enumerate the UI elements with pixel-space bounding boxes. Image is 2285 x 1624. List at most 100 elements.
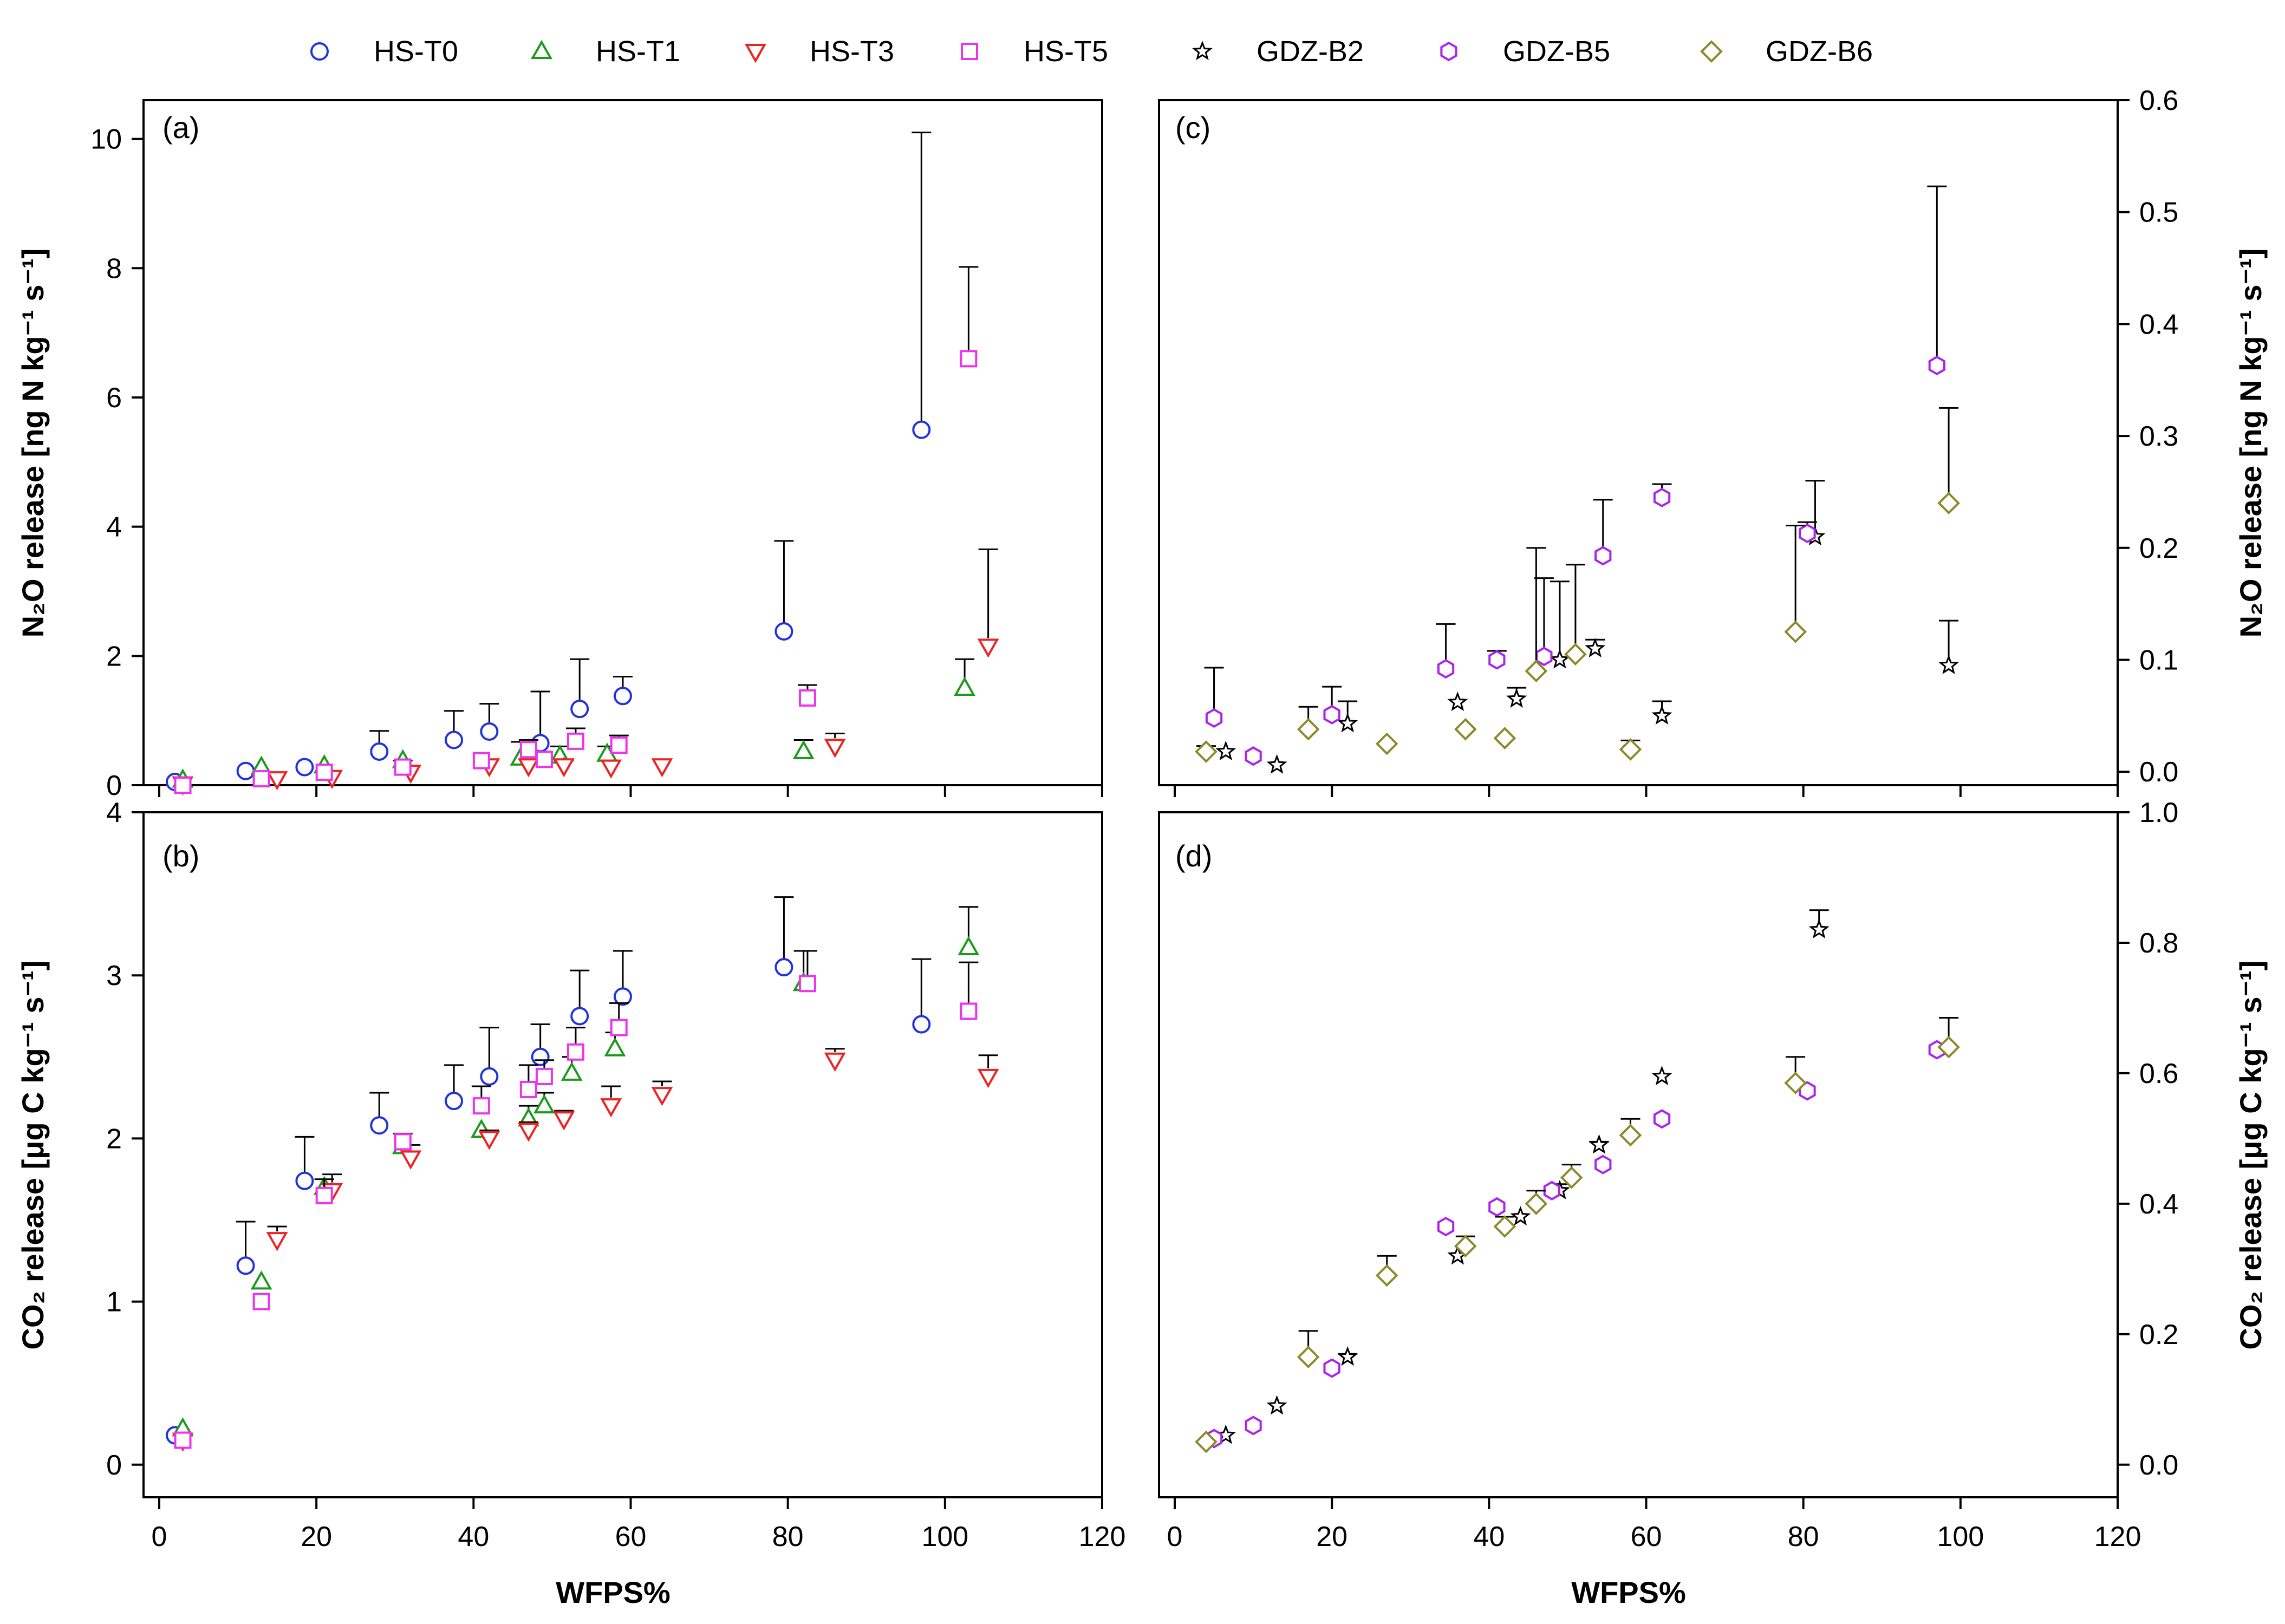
data-point-hs-t3 xyxy=(553,1111,575,1131)
data-point-hs-t5 xyxy=(315,1186,333,1204)
data-point-gdz-b2 xyxy=(1337,713,1358,733)
data-point-gdz-b2 xyxy=(1589,1134,1610,1154)
data-point-hs-t1 xyxy=(533,1094,555,1114)
data-point-hs-t3 xyxy=(478,1131,500,1150)
plot-frame-c xyxy=(1158,99,2119,786)
x-tick-label: 120 xyxy=(2094,1521,2141,1553)
data-point-hs-t3 xyxy=(400,1150,422,1170)
marks-b xyxy=(166,896,999,1452)
data-point-hs-t5 xyxy=(610,736,628,754)
data-point-gdz-b2 xyxy=(1506,688,1527,708)
data-point-gdz-b5 xyxy=(1437,1216,1455,1237)
data-point-hs-t0 xyxy=(531,1047,550,1066)
y-tick-label: 0.0 xyxy=(2139,756,2178,788)
data-point-hs-t5 xyxy=(960,1002,978,1020)
y-axis-title-c: N₂O release [ng N kg⁻¹ s⁻¹] xyxy=(2234,249,2268,638)
data-point-hs-t5 xyxy=(535,1067,553,1085)
data-point-hs-t5 xyxy=(610,1019,628,1036)
legend-marker-gdz-b2 xyxy=(1192,41,1213,61)
data-point-gdz-b6 xyxy=(1375,732,1398,755)
data-point-hs-t0 xyxy=(614,687,632,706)
data-point-hs-t0 xyxy=(614,987,632,1006)
data-point-hs-t5 xyxy=(472,1097,490,1115)
data-point-gdz-b6 xyxy=(1454,718,1477,741)
series-gdz-b6-d xyxy=(1195,1017,1960,1453)
data-point-hs-t5 xyxy=(519,1081,537,1099)
legend-item-hs-t0: HS-T0 xyxy=(310,35,458,68)
legend-item-hs-t1: HS-T1 xyxy=(531,35,680,68)
legend-marker-hs-t5 xyxy=(961,43,978,60)
data-point-hs-t5 xyxy=(798,975,816,993)
data-point-hs-t3 xyxy=(824,739,846,758)
y-tick-label: 0.6 xyxy=(2139,1058,2178,1090)
y-tick-label: 6 xyxy=(106,382,122,414)
y-tick-label: 0.8 xyxy=(2139,928,2178,959)
data-point-gdz-b5 xyxy=(1799,523,1816,544)
legend-item-gdz-b5: GDZ-B5 xyxy=(1440,35,1610,68)
data-point-hs-t3 xyxy=(600,1098,622,1118)
y-tick-label: 0 xyxy=(106,1450,122,1481)
data-point-gdz-b2 xyxy=(1585,637,1606,657)
data-point-gdz-b6 xyxy=(1619,1124,1642,1147)
y-tick-label: 1.0 xyxy=(2139,797,2178,829)
x-axis-title-b: WFPS% xyxy=(556,1575,670,1609)
data-point-hs-t0 xyxy=(774,958,793,977)
y-ticks-a: 0 2 4 6 8 10 xyxy=(90,124,144,801)
series-hs-t3-a xyxy=(172,548,999,795)
data-point-hs-t3 xyxy=(651,758,673,778)
x-tick-label: 80 xyxy=(1788,1521,1819,1553)
y-tick-label: 0.4 xyxy=(2139,309,2178,340)
legend-label-hs-t1: HS-T1 xyxy=(596,35,680,68)
data-point-gdz-b5 xyxy=(1928,355,1945,375)
legend-item-gdz-b6: GDZ-B6 xyxy=(1700,35,1873,68)
x-tick-label: 40 xyxy=(458,1521,489,1553)
data-point-gdz-b6 xyxy=(1784,620,1807,643)
y-ticks-b: 0 1 2 3 4 xyxy=(106,797,144,1481)
y-axis-title-a: N₂O release [ng N kg⁻¹ s⁻¹] xyxy=(16,249,50,638)
data-point-gdz-b5 xyxy=(1323,705,1340,725)
data-point-gdz-b5 xyxy=(1653,1109,1671,1129)
data-point-gdz-b5 xyxy=(1535,647,1553,667)
legend-marker-gdz-b6 xyxy=(1700,40,1723,63)
series-hs-t3-b xyxy=(172,1048,999,1452)
data-point-hs-t5 xyxy=(394,758,412,776)
x-tick-label: 120 xyxy=(1079,1521,1126,1553)
data-point-hs-t3 xyxy=(977,638,999,658)
data-point-hs-t5 xyxy=(535,751,553,768)
data-point-hs-t0 xyxy=(480,1067,499,1086)
x-tick-label: 20 xyxy=(301,1521,332,1553)
plot-frame-d xyxy=(1158,811,2119,1498)
plot-frame-b xyxy=(142,811,1103,1498)
panel-label-a: (a) xyxy=(162,110,199,145)
y-tick-label: 3 xyxy=(106,960,122,992)
panel-d: (d) CO₂ release [μg C kg⁻¹ s⁻¹] 0.00.20.… xyxy=(1158,797,2268,1609)
data-point-hs-t0 xyxy=(445,731,464,749)
data-point-hs-t5 xyxy=(567,732,584,750)
data-point-hs-t3 xyxy=(266,771,288,791)
data-point-gdz-b5 xyxy=(1437,658,1455,679)
series-hs-t5-b xyxy=(174,950,979,1449)
data-point-gdz-b6 xyxy=(1937,492,1960,514)
data-point-gdz-b2 xyxy=(1510,1206,1531,1226)
data-point-hs-t0 xyxy=(774,622,793,641)
y-tick-label: 2 xyxy=(106,1123,122,1155)
data-point-gdz-b2 xyxy=(1808,918,1830,938)
y-tick-label: 4 xyxy=(106,512,122,543)
y-tick-label: 0.1 xyxy=(2139,644,2178,676)
data-point-hs-t5 xyxy=(472,752,490,769)
legend-label-hs-t3: HS-T3 xyxy=(810,35,894,68)
x-tick-label: 100 xyxy=(921,1521,968,1553)
data-point-gdz-b5 xyxy=(1543,1181,1560,1201)
y-tick-label: 0.2 xyxy=(2139,1319,2178,1351)
data-point-gdz-b5 xyxy=(1653,487,1671,507)
marks-d xyxy=(1195,909,1960,1453)
data-point-gdz-b2 xyxy=(1938,654,1959,674)
legend-item-hs-t5: HS-T5 xyxy=(961,35,1108,68)
y-tick-label: 4 xyxy=(106,797,122,829)
data-point-hs-t0 xyxy=(912,1015,931,1034)
x-axis-title-d: WFPS% xyxy=(1571,1575,1686,1609)
data-point-gdz-b6 xyxy=(1493,1215,1516,1238)
data-point-gdz-b6 xyxy=(1375,1264,1398,1287)
data-point-gdz-b6 xyxy=(1454,1235,1477,1258)
data-point-hs-t5 xyxy=(315,764,333,781)
